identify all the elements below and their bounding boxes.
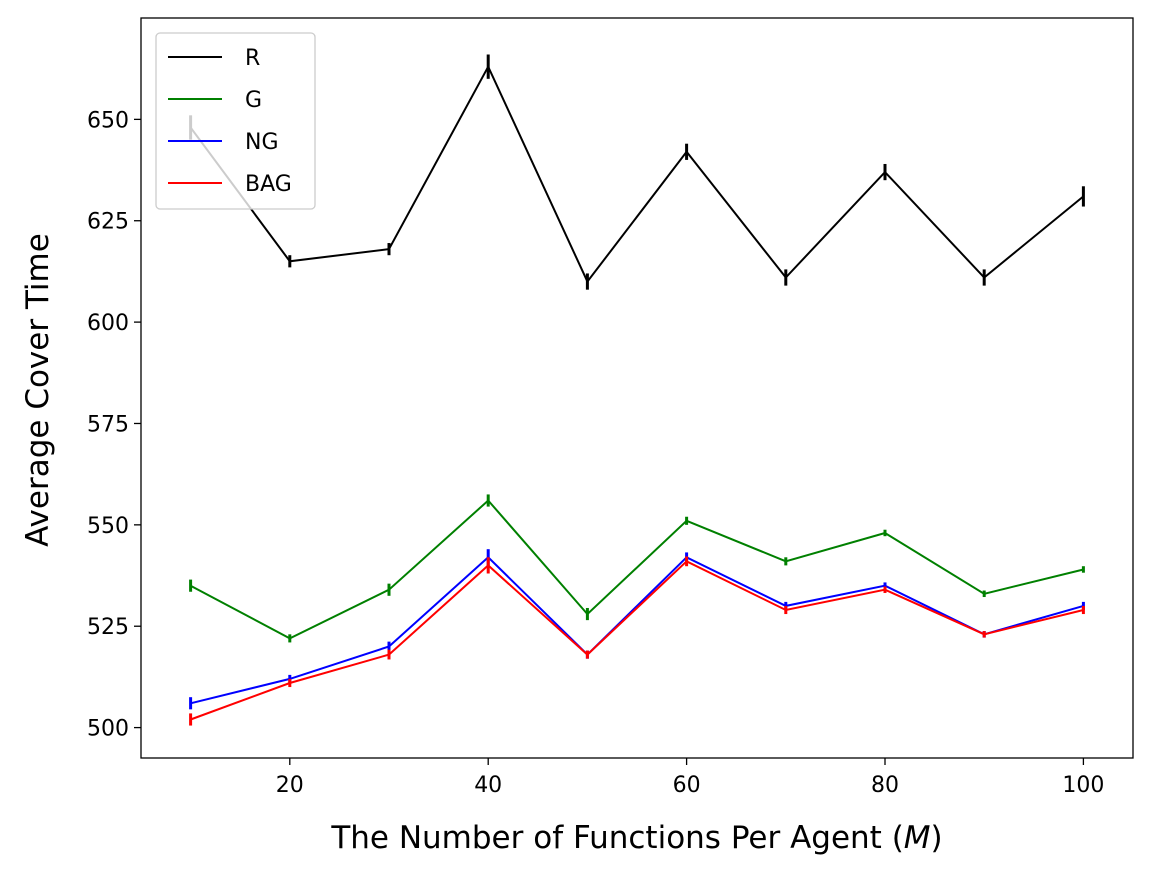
y-tick-label: 550 bbox=[87, 514, 129, 539]
series-r bbox=[189, 54, 1085, 290]
series-line-g bbox=[190, 499, 1084, 640]
y-tick-label: 625 bbox=[87, 210, 129, 235]
legend: RG NG BAG bbox=[155, 32, 316, 210]
x-tick-label: 80 bbox=[871, 773, 899, 798]
legend-label-g: G bbox=[245, 88, 262, 113]
series-line-bag bbox=[190, 560, 1084, 721]
y-axis: 500 525 550 575 600 625 650 bbox=[87, 108, 141, 742]
x-axis-label: The Number of Functions Per Agent (M) bbox=[330, 820, 942, 856]
legend-label-r: R bbox=[245, 46, 260, 71]
y-tick-label: 525 bbox=[87, 615, 129, 640]
y-tick-label: 500 bbox=[87, 717, 129, 742]
plot-frame bbox=[140, 17, 1134, 759]
series-g bbox=[189, 494, 1085, 643]
x-axis-label-close: ) bbox=[931, 820, 943, 856]
series-line-ng bbox=[190, 555, 1084, 705]
series-line-r bbox=[189, 64, 1085, 284]
series-bag bbox=[189, 556, 1085, 726]
x-tick-label: 40 bbox=[474, 773, 502, 798]
x-axis-label-variable: M bbox=[904, 820, 931, 856]
x-tick-label: 60 bbox=[673, 773, 701, 798]
legend-label-bag: BAG bbox=[245, 172, 292, 197]
x-axis: 20 40 60 80 100 bbox=[276, 758, 1104, 798]
x-tick-label: 100 bbox=[1062, 773, 1104, 798]
x-axis-label-text: The Number of Functions Per Agent ( bbox=[330, 820, 903, 856]
x-tick-label: 20 bbox=[276, 773, 304, 798]
legend-label-ng: NG bbox=[245, 130, 279, 155]
y-tick-label: 575 bbox=[87, 412, 129, 437]
y-tick-label: 600 bbox=[87, 311, 129, 336]
y-axis-label: Average Cover Time bbox=[20, 233, 56, 547]
series-layer bbox=[189, 54, 1085, 726]
y-tick-label: 650 bbox=[87, 108, 129, 133]
legend-frame bbox=[155, 32, 316, 210]
